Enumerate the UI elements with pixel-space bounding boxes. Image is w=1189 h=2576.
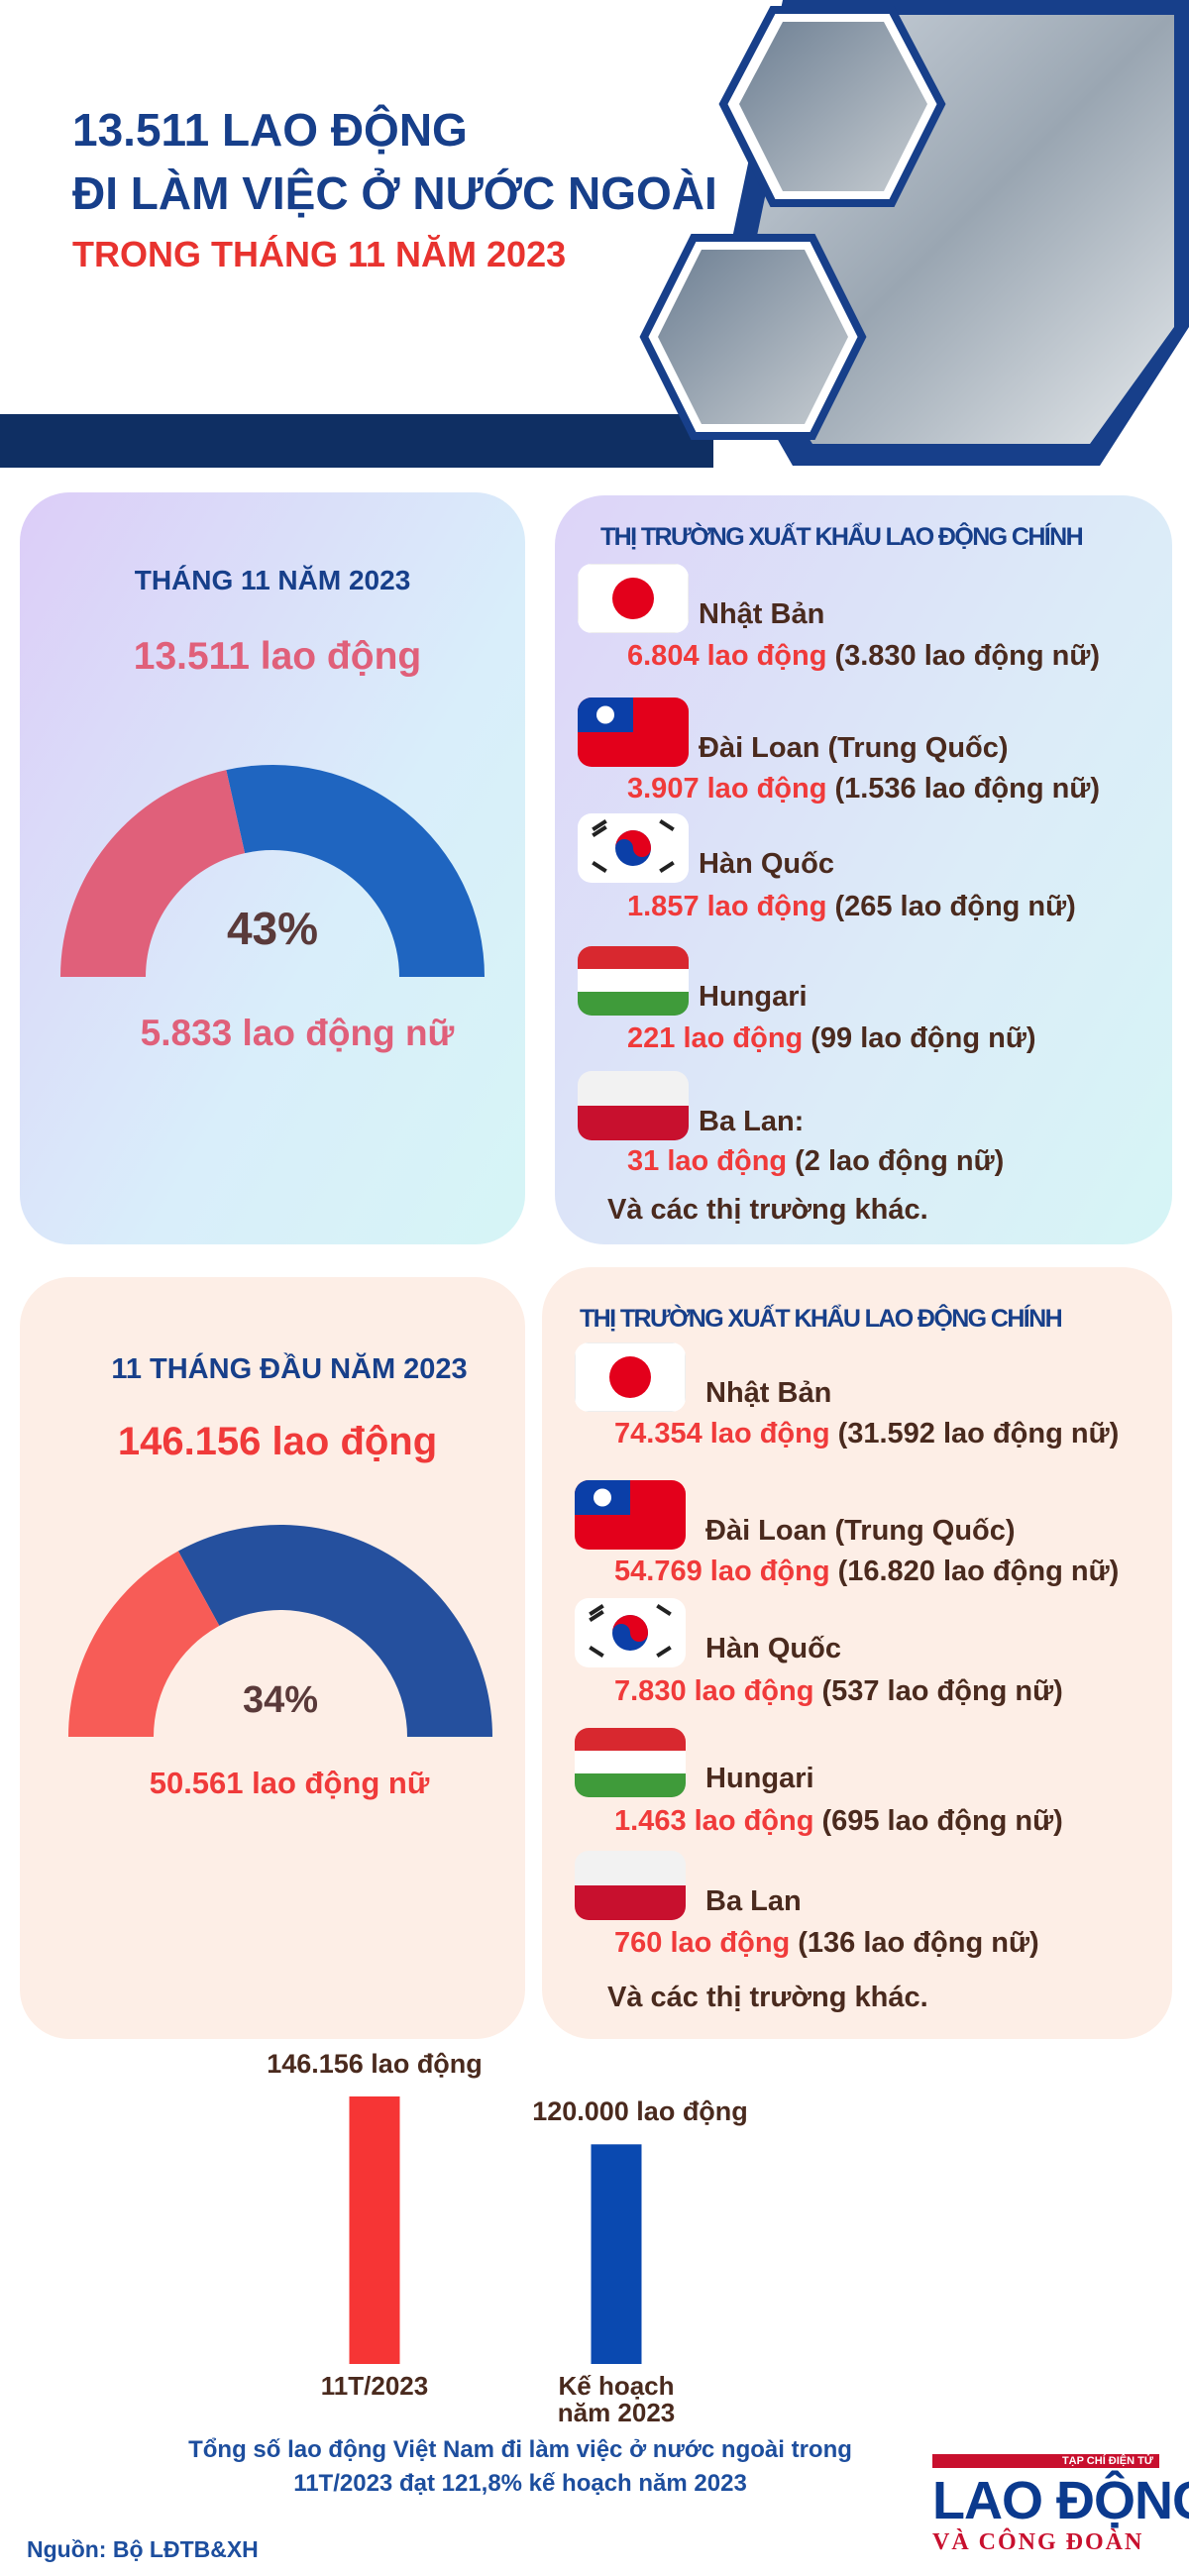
country: Đài Loan (Trung Quốc) — [699, 732, 1009, 764]
market-count: 221 lao động (99 lao động nữ) — [627, 1022, 1035, 1055]
bar — [349, 2096, 400, 2364]
country: Hungari — [705, 1763, 814, 1794]
source: Nguồn: Bộ LĐTB&XH — [27, 2536, 259, 2562]
flag — [578, 1071, 689, 1140]
header-band — [0, 414, 713, 468]
logo: TẠP CHÍ ĐIỆN TỬ LAO ĐỘNG VÀ CÔNG ĐOÀN — [932, 2454, 1189, 2558]
gauge-value — [68, 1551, 220, 1737]
female-total: 50.561 lao động nữ — [149, 1766, 430, 1800]
country: Nhật Bản — [699, 598, 825, 630]
country: Hungari — [699, 981, 808, 1013]
gauge-label: 43% — [226, 903, 319, 955]
female-workers: (3.830 lao động nữ) — [834, 640, 1100, 672]
title: 13.511 LAO ĐỘNG — [72, 104, 468, 156]
header-photos — [639, 0, 1189, 466]
workers: 7.830 lao động — [614, 1675, 814, 1707]
period: THÁNG 11 NĂM 2023 — [134, 565, 411, 595]
market-count: 54.769 lao động (16.820 lao động nữ) — [614, 1556, 1119, 1588]
logo-name: LAO ĐỘNG — [932, 2471, 1189, 2530]
market-count: 74.354 lao động (31.592 lao động nữ) — [614, 1418, 1119, 1450]
markets-title: THỊ TRƯỜNG XUẤT KHẨU LAO ĐỘNG CHÍNH — [580, 1305, 1063, 1333]
flag — [575, 1342, 686, 1412]
country: Nhật Bản — [705, 1377, 832, 1409]
bar-category: 11T/2023 — [320, 2371, 429, 2401]
flag — [575, 1851, 686, 1920]
market-count: 3.907 lao động (1.536 lao động nữ) — [627, 773, 1100, 805]
flag — [575, 1598, 686, 1667]
workers: 31 lao động — [627, 1145, 788, 1177]
logo-tagline: TẠP CHÍ ĐIỆN TỬ — [1061, 2455, 1153, 2467]
workers: 1.463 lao động — [614, 1805, 814, 1837]
female-workers: (136 lao động nữ) — [798, 1927, 1039, 1959]
logo-subname: VÀ CÔNG ĐOÀN — [932, 2529, 1144, 2555]
title: ĐI LÀM VIỆC Ở NƯỚC NGOÀI — [72, 167, 717, 219]
flag — [578, 813, 689, 883]
others: Và các thị trường khác. — [607, 1194, 928, 1226]
workers: 3.907 lao động — [627, 773, 827, 805]
total: 146.156 lao động — [117, 1420, 438, 1463]
flag — [575, 1728, 686, 1797]
country: Đài Loan (Trung Quốc) — [705, 1515, 1016, 1547]
female-workers: (537 lao động nữ) — [821, 1675, 1063, 1707]
total: 13.511 lao động — [133, 635, 422, 678]
workers: 1.857 lao động — [627, 891, 827, 922]
gauge-label: 34% — [242, 1679, 319, 1722]
flag — [578, 946, 689, 1016]
market-count: 1.463 lao động (695 lao động nữ) — [614, 1805, 1063, 1838]
gauge-value — [60, 770, 246, 977]
subtitle: TRONG THÁNG 11 NĂM 2023 — [72, 234, 567, 274]
female-workers: (16.820 lao động nữ) — [837, 1556, 1120, 1587]
bar — [591, 2144, 642, 2364]
female-workers: (99 lao động nữ) — [811, 1022, 1036, 1054]
flag — [578, 564, 689, 633]
market-count: 1.857 lao động (265 lao động nữ) — [627, 891, 1076, 923]
country: Ba Lan: — [699, 1106, 805, 1137]
female-total: 5.833 lao động nữ — [140, 1013, 455, 1053]
others: Và các thị trường khác. — [607, 1982, 928, 2013]
workers: 221 lao động — [627, 1022, 804, 1054]
bar-value-label: 146.156 lao động — [267, 2049, 483, 2079]
flag — [578, 698, 689, 767]
market-count: 6.804 lao động (3.830 lao động nữ) — [627, 640, 1100, 673]
markets-title: THỊ TRƯỜNG XUẤT KHẨU LAO ĐỘNG CHÍNH — [600, 523, 1084, 551]
female-workers: (2 lao động nữ) — [795, 1145, 1005, 1177]
country: Hàn Quốc — [699, 848, 834, 880]
workers: 760 lao động — [614, 1927, 791, 1959]
female-workers: (265 lao động nữ) — [834, 891, 1076, 922]
market-count: 760 lao động (136 lao động nữ) — [614, 1927, 1039, 1960]
chart-caption: Tổng số lao động Việt Nam đi làm việc ở … — [188, 2436, 852, 2497]
gauge-rest — [226, 764, 485, 977]
photo-small — [658, 250, 848, 424]
workers: 74.354 lao động — [614, 1418, 830, 1449]
female-workers: (1.536 lao động nữ) — [834, 773, 1100, 805]
photo-small — [739, 22, 927, 191]
market-count: 7.830 lao động (537 lao động nữ) — [614, 1675, 1063, 1708]
logo-bar — [932, 2454, 1159, 2468]
gauge-rest — [177, 1524, 492, 1737]
bar-category: Kế hoạch năm 2023 — [557, 2371, 676, 2427]
country: Ba Lan — [705, 1885, 802, 1917]
female-workers: (695 lao động nữ) — [821, 1805, 1063, 1837]
workers: 54.769 lao động — [614, 1556, 830, 1587]
female-workers: (31.592 lao động nữ) — [837, 1418, 1120, 1449]
period: 11 THÁNG ĐẦU NĂM 2023 — [111, 1353, 468, 1385]
workers: 6.804 lao động — [627, 640, 827, 672]
market-count: 31 lao động (2 lao động nữ) — [627, 1145, 1004, 1178]
bar-value-label: 120.000 lao động — [532, 2096, 748, 2127]
flag — [575, 1480, 686, 1550]
country: Hàn Quốc — [705, 1633, 841, 1664]
